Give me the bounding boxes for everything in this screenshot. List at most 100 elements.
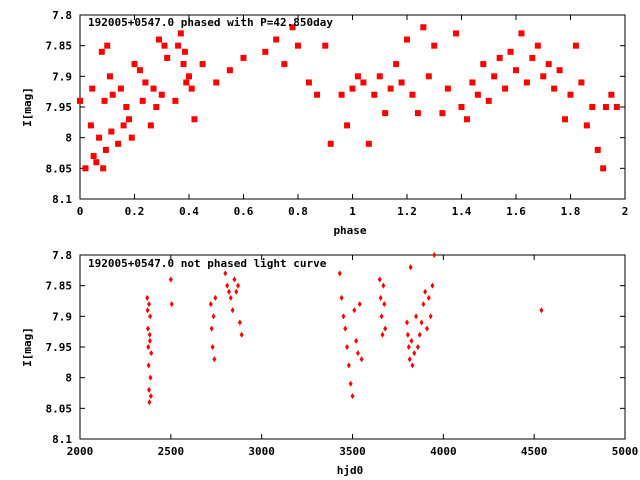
- x-tick-label: 0.4: [179, 205, 199, 218]
- data-point: [186, 73, 192, 80]
- phased-y-axis: 7.8 7.85 7.9 7.95 8 8.05 8.1: [46, 9, 625, 206]
- x-tick-label: 0.8: [288, 205, 308, 218]
- data-point: [393, 61, 400, 68]
- data-point: [115, 140, 122, 147]
- data-point: [371, 91, 378, 98]
- data-point: [507, 48, 514, 55]
- data-point: [562, 116, 569, 123]
- phased-y-axis-label: I[mag]: [21, 87, 34, 127]
- unphased-data-points: [145, 252, 544, 406]
- data-point: [453, 30, 460, 37]
- data-point: [556, 67, 563, 74]
- data-point: [139, 97, 146, 104]
- data-point: [444, 85, 451, 92]
- data-point: [164, 54, 171, 61]
- data-point: [349, 85, 356, 92]
- data-point: [417, 331, 422, 338]
- data-point: [338, 91, 345, 98]
- data-point: [502, 85, 509, 92]
- data-point: [359, 356, 364, 363]
- data-point: [98, 48, 105, 55]
- data-point: [147, 301, 152, 308]
- data-point: [600, 165, 607, 172]
- data-point: [146, 362, 151, 369]
- data-point: [262, 48, 269, 55]
- data-point: [355, 350, 360, 357]
- data-point: [148, 393, 153, 400]
- data-point: [126, 116, 133, 123]
- data-point: [327, 140, 334, 147]
- y-tick-label: 7.9: [52, 70, 72, 83]
- x-tick-label: 1.4: [452, 205, 472, 218]
- data-point: [608, 91, 615, 98]
- data-point: [145, 294, 150, 301]
- data-point: [147, 337, 152, 344]
- data-point: [100, 165, 107, 172]
- data-point: [360, 79, 367, 86]
- data-point: [432, 252, 437, 258]
- data-point: [534, 42, 541, 49]
- data-point: [89, 85, 96, 92]
- y-tick-label: 7.8: [52, 9, 72, 22]
- data-point: [419, 319, 424, 326]
- x-tick-label: 0.2: [125, 205, 145, 218]
- data-point: [551, 85, 558, 92]
- data-point: [108, 128, 115, 135]
- data-point: [381, 282, 386, 289]
- data-point: [348, 380, 353, 387]
- data-point: [425, 73, 432, 80]
- unphased-y-axis: 7.8 7.85 7.9 7.95 8 8.05 8.1: [46, 249, 625, 446]
- data-point: [474, 91, 481, 98]
- data-point: [146, 344, 151, 350]
- data-point: [180, 61, 187, 68]
- data-point: [161, 42, 168, 49]
- data-point: [379, 313, 384, 320]
- y-tick-label: 8.1: [52, 193, 72, 206]
- x-tick-label: 2: [622, 205, 629, 218]
- data-point: [183, 79, 190, 86]
- data-point: [210, 344, 215, 350]
- y-tick-label: 8.05: [46, 162, 73, 175]
- data-point: [169, 301, 174, 308]
- x-tick-label: 5000: [612, 445, 639, 458]
- data-point: [409, 91, 416, 98]
- data-point: [365, 140, 372, 147]
- data-point: [567, 91, 574, 98]
- y-tick-label: 7.85: [46, 280, 73, 293]
- data-point: [594, 146, 601, 153]
- data-point: [145, 325, 150, 332]
- data-point: [148, 374, 153, 381]
- data-point: [322, 42, 329, 49]
- data-point: [237, 319, 242, 326]
- data-point: [234, 288, 239, 295]
- data-point: [480, 61, 487, 68]
- data-point: [491, 73, 498, 80]
- data-point: [96, 134, 103, 141]
- data-point: [77, 97, 83, 104]
- data-point: [101, 97, 108, 104]
- data-point: [225, 282, 230, 289]
- data-point: [136, 67, 143, 74]
- data-point: [199, 61, 206, 68]
- data-point: [177, 30, 184, 37]
- data-point: [145, 307, 150, 314]
- data-point: [572, 42, 579, 49]
- data-point: [93, 159, 100, 166]
- data-point: [208, 301, 213, 308]
- data-point: [295, 42, 301, 49]
- y-tick-label: 7.95: [46, 341, 73, 354]
- data-point: [410, 362, 415, 369]
- data-point: [226, 67, 233, 74]
- unphased-x-axis-label: hjd0: [337, 464, 364, 477]
- data-point: [578, 79, 585, 86]
- x-tick-label: 4000: [430, 445, 457, 458]
- data-point: [212, 356, 217, 363]
- data-point: [232, 276, 237, 283]
- data-point: [412, 350, 417, 357]
- data-point: [153, 104, 160, 110]
- data-point: [378, 294, 383, 301]
- x-tick-label: 0.6: [234, 205, 254, 218]
- data-point: [128, 134, 135, 141]
- data-point: [150, 85, 157, 92]
- data-point: [123, 104, 130, 110]
